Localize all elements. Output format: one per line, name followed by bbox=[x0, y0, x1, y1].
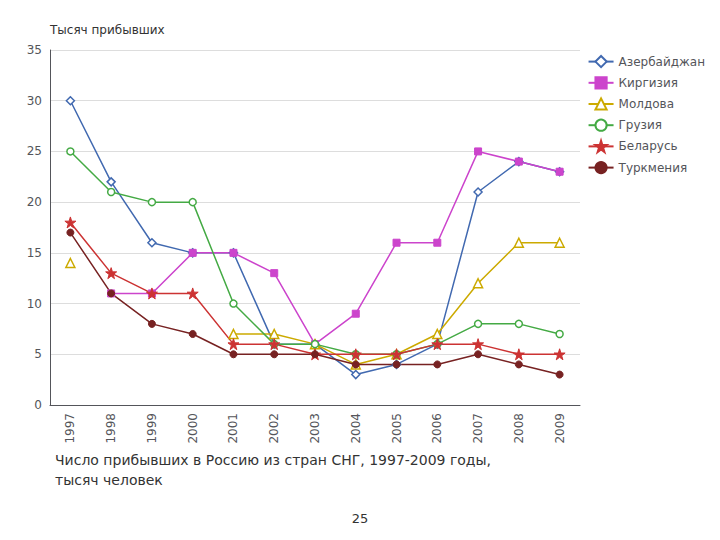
svg-text:Киргизия: Киргизия bbox=[619, 76, 678, 90]
svg-text:1997: 1997 bbox=[63, 413, 77, 444]
svg-text:тысяч человек: тысяч человек bbox=[55, 472, 163, 488]
svg-text:2001: 2001 bbox=[226, 413, 240, 444]
svg-text:2002: 2002 bbox=[267, 413, 281, 444]
svg-text:2000: 2000 bbox=[186, 413, 200, 444]
svg-text:1998: 1998 bbox=[104, 413, 118, 444]
svg-text:20: 20 bbox=[27, 195, 42, 209]
svg-text:2003: 2003 bbox=[308, 413, 322, 444]
svg-text:2005: 2005 bbox=[390, 413, 404, 444]
svg-text:2008: 2008 bbox=[512, 413, 526, 444]
svg-text:0: 0 bbox=[34, 398, 42, 412]
svg-text:5: 5 bbox=[34, 347, 42, 361]
svg-text:35: 35 bbox=[27, 43, 42, 57]
svg-text:2009: 2009 bbox=[553, 413, 567, 444]
svg-text:Тысяч прибывших: Тысяч прибывших bbox=[49, 23, 165, 37]
svg-text:15: 15 bbox=[27, 246, 42, 260]
svg-text:2006: 2006 bbox=[430, 413, 444, 444]
svg-text:2007: 2007 bbox=[471, 413, 485, 444]
svg-text:Число прибывших в Россию из ст: Число прибывших в Россию из стран СНГ, 1… bbox=[55, 452, 491, 468]
svg-text:1999: 1999 bbox=[145, 413, 159, 444]
svg-text:25: 25 bbox=[352, 511, 369, 526]
svg-text:Беларусь: Беларусь bbox=[619, 139, 678, 153]
svg-text:Грузия: Грузия bbox=[619, 118, 662, 132]
svg-text:10: 10 bbox=[27, 297, 42, 311]
svg-text:Туркмения: Туркмения bbox=[618, 161, 688, 175]
svg-text:Молдова: Молдова bbox=[619, 97, 674, 111]
svg-text:25: 25 bbox=[27, 144, 42, 158]
svg-text:Азербайджан: Азербайджан bbox=[619, 55, 705, 69]
svg-text:2004: 2004 bbox=[349, 413, 363, 444]
svg-text:30: 30 bbox=[27, 94, 42, 108]
